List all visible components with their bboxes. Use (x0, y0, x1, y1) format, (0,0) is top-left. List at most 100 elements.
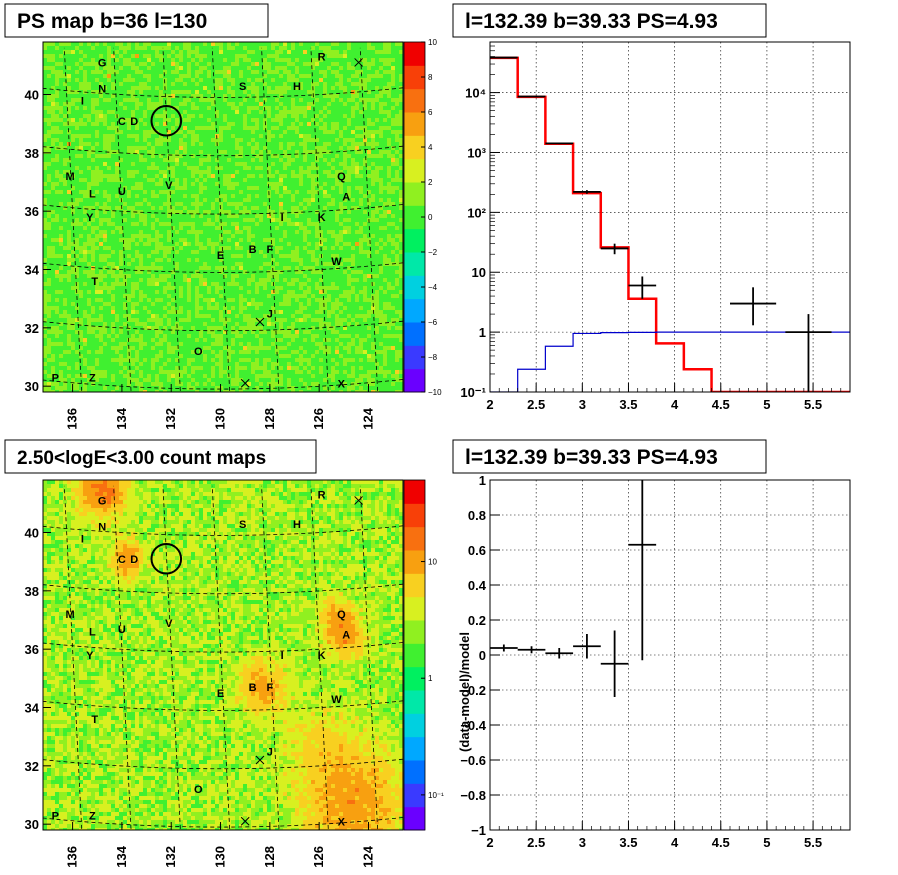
heat-cell (227, 230, 231, 234)
heat-cell (379, 226, 383, 230)
heat-cell (379, 170, 383, 174)
heat-cell (291, 158, 295, 162)
heat-cell (247, 246, 251, 250)
heat-cell (107, 86, 111, 90)
heat-cell (383, 82, 387, 86)
heat-cell (95, 218, 99, 222)
heat-cell (339, 226, 343, 230)
heat-cell (107, 178, 111, 182)
heat-cell (227, 94, 231, 98)
heat-cell (283, 78, 287, 82)
heat-cell (331, 170, 335, 174)
heat-cell (71, 250, 75, 254)
heat-cell (203, 50, 207, 54)
heat-cell (223, 70, 227, 74)
heat-cell (239, 246, 243, 250)
heat-cell (123, 210, 127, 214)
heat-cell (147, 46, 151, 50)
heat-cell (87, 170, 91, 174)
heat-cell (323, 86, 327, 90)
heat-cell (59, 186, 63, 190)
heat-cell (327, 110, 331, 114)
heat-cell (51, 198, 55, 202)
heat-cell (239, 114, 243, 118)
heat-cell (71, 46, 75, 50)
heat-cell (95, 82, 99, 86)
heat-cell (383, 206, 387, 210)
heat-cell (167, 238, 171, 242)
heat-cell (203, 130, 207, 134)
heat-cell (103, 186, 107, 190)
heat-cell (387, 90, 391, 94)
heat-cell (47, 254, 51, 258)
heat-cell (55, 114, 59, 118)
heat-cell (151, 174, 155, 178)
heat-cell (171, 166, 175, 170)
heat-cell (71, 234, 75, 238)
heat-cell (307, 90, 311, 94)
heat-cell (123, 142, 127, 146)
heat-cell (251, 230, 255, 234)
heat-cell (395, 246, 399, 250)
heat-cell (95, 202, 99, 206)
heat-cell (83, 250, 87, 254)
heat-cell (83, 54, 87, 58)
heat-cell (259, 214, 263, 218)
heat-cell (243, 114, 247, 118)
heat-cell (107, 50, 111, 54)
heat-cell (227, 106, 231, 110)
heat-cell (83, 62, 87, 66)
heat-cell (371, 122, 375, 126)
heat-cell (135, 102, 139, 106)
heat-cell (247, 182, 251, 186)
heat-cell (235, 122, 239, 126)
heat-cell (67, 186, 71, 190)
heat-cell (159, 242, 163, 246)
heat-cell (315, 46, 319, 50)
heat-cell (319, 206, 323, 210)
heat-cell (195, 166, 199, 170)
heat-cell (231, 226, 235, 230)
heat-cell (127, 182, 131, 186)
heat-cell (239, 94, 243, 98)
heat-cell (299, 90, 303, 94)
heat-cell (195, 214, 199, 218)
heat-cell (179, 94, 183, 98)
heat-cell (51, 114, 55, 118)
heat-cell (331, 218, 335, 222)
heat-cell (323, 218, 327, 222)
heat-cell (47, 94, 51, 98)
heat-cell (279, 106, 283, 110)
heat-cell (399, 158, 403, 162)
heat-cell (243, 78, 247, 82)
heat-cell (143, 174, 147, 178)
heat-cell (83, 118, 87, 122)
heat-cell (259, 118, 263, 122)
heat-cell (251, 254, 255, 258)
heat-cell (247, 154, 251, 158)
heat-cell (155, 182, 159, 186)
heat-cell (263, 130, 267, 134)
heat-cell (275, 226, 279, 230)
heat-cell (211, 90, 215, 94)
heat-cell (363, 258, 367, 262)
heat-cell (199, 102, 203, 106)
heat-cell (283, 70, 287, 74)
heat-cell (247, 170, 251, 174)
heat-cell (267, 130, 271, 134)
heat-cell (375, 130, 379, 134)
heat-cell (143, 126, 147, 130)
heat-cell (195, 86, 199, 90)
heat-cell (295, 54, 299, 58)
heat-cell (259, 58, 263, 62)
heat-cell (235, 142, 239, 146)
heat-cell (383, 98, 387, 102)
heat-cell (283, 50, 287, 54)
heat-cell (295, 130, 299, 134)
heat-cell (91, 174, 95, 178)
heat-cell (251, 134, 255, 138)
heat-cell (179, 206, 183, 210)
heat-cell (291, 142, 295, 146)
heat-cell (311, 254, 315, 258)
heat-cell (239, 90, 243, 94)
